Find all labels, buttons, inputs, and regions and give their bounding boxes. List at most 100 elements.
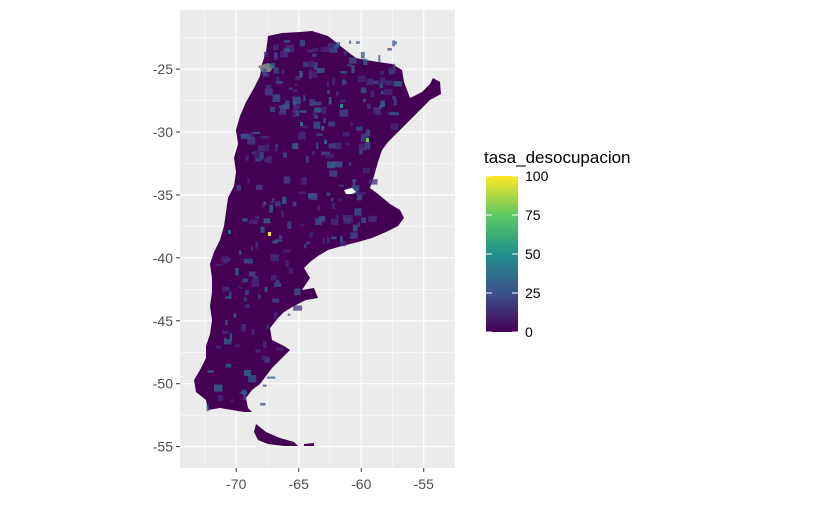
department-patch bbox=[263, 341, 267, 348]
department-patch bbox=[253, 276, 259, 279]
department-patch bbox=[309, 99, 316, 106]
department-patch bbox=[338, 198, 342, 202]
department-patch bbox=[327, 90, 331, 94]
department-patch bbox=[379, 77, 386, 84]
department-patch bbox=[339, 241, 347, 247]
department-patch bbox=[379, 104, 382, 110]
department-patch bbox=[312, 151, 315, 155]
department-patch bbox=[390, 123, 399, 130]
department-patch bbox=[264, 287, 268, 292]
department-patch bbox=[299, 110, 307, 113]
department-patch bbox=[326, 236, 330, 244]
x-axis: -70 -65 -60 -55 bbox=[226, 468, 434, 492]
department-patch bbox=[326, 192, 331, 196]
department-patch bbox=[387, 112, 393, 115]
department-patch bbox=[221, 256, 229, 264]
department-patch bbox=[244, 258, 253, 264]
department-patch bbox=[283, 40, 291, 43]
department-patch bbox=[255, 241, 259, 249]
department-patch bbox=[250, 131, 254, 139]
department-patch bbox=[313, 62, 318, 71]
department-patch bbox=[373, 80, 379, 85]
department-patch bbox=[384, 80, 394, 86]
department-patch bbox=[245, 155, 249, 161]
y-tick-label: -45 bbox=[153, 313, 173, 329]
department-patch bbox=[364, 142, 371, 150]
department-patch bbox=[247, 136, 256, 145]
department-patch bbox=[215, 345, 222, 349]
legend-title: tasa_desocupacion bbox=[484, 148, 631, 167]
department-patch bbox=[283, 249, 291, 253]
department-patch bbox=[275, 76, 280, 81]
department-patch bbox=[275, 239, 283, 242]
department-patch bbox=[278, 111, 287, 115]
department-patch bbox=[331, 202, 336, 210]
department-patch bbox=[249, 219, 258, 225]
department-patch bbox=[228, 291, 232, 298]
department-patch bbox=[243, 392, 247, 400]
department-patch bbox=[299, 191, 306, 195]
department-patch bbox=[383, 89, 393, 95]
department-patch bbox=[392, 63, 396, 71]
department-patch bbox=[328, 121, 336, 127]
department-patch bbox=[316, 142, 319, 150]
x-tick-label: -65 bbox=[289, 476, 309, 492]
department-patch bbox=[230, 399, 234, 402]
department-patch bbox=[265, 323, 269, 330]
department-patch bbox=[244, 289, 249, 295]
department-patch bbox=[225, 296, 232, 299]
department-patch bbox=[235, 268, 239, 276]
legend-break-label: 100 bbox=[525, 168, 549, 184]
department-patch bbox=[239, 391, 248, 395]
department-patch bbox=[279, 105, 286, 113]
department-patch bbox=[351, 65, 355, 74]
department-patch bbox=[320, 46, 330, 53]
department-patch bbox=[275, 147, 279, 152]
department-patch bbox=[329, 47, 338, 53]
department-patch bbox=[272, 298, 280, 303]
department-patch bbox=[260, 135, 269, 139]
department-patch bbox=[321, 151, 330, 156]
legend-break-label: 75 bbox=[525, 207, 541, 223]
department-patch bbox=[328, 96, 332, 105]
department-patch bbox=[295, 76, 301, 81]
department-patch bbox=[358, 143, 366, 150]
department-patch bbox=[341, 79, 347, 85]
department-patch bbox=[288, 87, 293, 90]
department-patch bbox=[362, 98, 366, 103]
y-axis: -25 -30 -35 -40 -45 -50 -55 bbox=[153, 61, 180, 455]
department-patch bbox=[225, 319, 228, 326]
department-patch bbox=[373, 107, 380, 113]
department-patch bbox=[380, 91, 384, 95]
department-patch bbox=[251, 329, 255, 336]
department-patch bbox=[335, 42, 341, 47]
small-island-region bbox=[304, 443, 314, 446]
department-patch bbox=[313, 121, 321, 129]
department-patch bbox=[366, 78, 374, 86]
department-patch bbox=[270, 201, 274, 204]
department-patch bbox=[292, 201, 297, 207]
department-patch bbox=[254, 216, 260, 219]
department-patch bbox=[262, 384, 267, 387]
y-tick-label: -40 bbox=[153, 250, 173, 266]
department-patch bbox=[309, 232, 313, 237]
department-patch bbox=[225, 363, 232, 368]
department-patch bbox=[264, 158, 269, 163]
department-patch bbox=[253, 150, 262, 159]
department-patch bbox=[368, 215, 377, 222]
department-patch bbox=[274, 52, 277, 59]
legend-break-label: 0 bbox=[525, 324, 533, 340]
department-patch bbox=[347, 64, 352, 67]
department-patch bbox=[345, 142, 350, 146]
department-patch bbox=[263, 218, 271, 224]
department-patch bbox=[207, 370, 214, 373]
department-patch bbox=[282, 152, 288, 158]
department-patch bbox=[293, 305, 303, 311]
department-patch bbox=[314, 101, 322, 106]
department-patch bbox=[239, 250, 242, 255]
department-patch bbox=[390, 111, 399, 116]
department-patch bbox=[333, 161, 343, 167]
department-patch bbox=[273, 67, 279, 74]
department-patch bbox=[359, 149, 363, 155]
department-patch bbox=[270, 254, 280, 262]
